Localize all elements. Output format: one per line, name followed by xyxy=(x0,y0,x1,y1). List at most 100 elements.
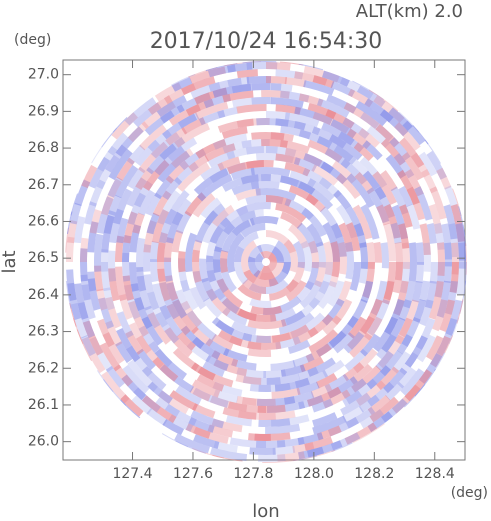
field-cell xyxy=(185,423,211,439)
field-cell xyxy=(108,268,120,302)
y-tick-label: 26.1 xyxy=(28,397,59,413)
field-cell xyxy=(419,280,430,302)
field-cell xyxy=(377,334,405,369)
field-cell xyxy=(448,223,459,258)
field-cell xyxy=(134,297,153,330)
field-cell xyxy=(192,193,216,218)
field-cell xyxy=(171,229,184,253)
field-cell xyxy=(105,320,123,347)
field-cell xyxy=(205,354,229,372)
field-cell xyxy=(245,146,278,155)
field-cell xyxy=(184,192,207,217)
field-cell xyxy=(408,242,417,282)
field-cell xyxy=(322,70,350,87)
field-cell xyxy=(136,237,146,272)
field-cell xyxy=(261,90,290,99)
field-cell xyxy=(398,299,420,338)
field-cell xyxy=(108,250,117,282)
field-cell xyxy=(189,66,226,84)
field-cell xyxy=(142,244,152,272)
field-cell xyxy=(202,361,225,378)
field-cell xyxy=(217,329,243,347)
field-cell xyxy=(356,380,386,407)
field-cell xyxy=(436,280,451,318)
field-cell xyxy=(385,381,405,401)
field-cell xyxy=(441,223,452,260)
field-cell xyxy=(373,241,382,263)
field-cell xyxy=(205,255,217,283)
field-cell xyxy=(289,170,317,188)
field-cell xyxy=(180,325,205,349)
field-cell xyxy=(258,410,296,421)
field-cell xyxy=(121,374,147,401)
field-cell xyxy=(444,242,452,267)
field-cell xyxy=(439,299,456,333)
field-cell xyxy=(236,396,257,406)
field-cell xyxy=(331,160,357,184)
field-cell xyxy=(280,125,312,140)
field-cell xyxy=(327,417,359,437)
field-cell xyxy=(404,369,433,402)
field-cell xyxy=(138,189,156,216)
field-cell xyxy=(136,267,147,292)
field-cell xyxy=(343,331,365,354)
field-cell xyxy=(358,394,380,413)
field-cell xyxy=(270,360,296,371)
field-cell xyxy=(87,278,101,311)
field-cell xyxy=(353,142,374,162)
field-cell xyxy=(141,395,177,424)
field-cell xyxy=(213,246,223,274)
field-cell xyxy=(280,364,306,377)
field-cell xyxy=(191,403,216,419)
field-cell xyxy=(67,282,82,321)
field-cell xyxy=(248,256,261,278)
field-cell xyxy=(247,348,272,358)
field-cell xyxy=(455,222,466,261)
field-cell xyxy=(159,304,183,337)
field-cell xyxy=(157,390,189,415)
field-cell xyxy=(398,299,412,321)
field-cell xyxy=(391,384,421,414)
field-cell xyxy=(213,389,239,403)
field-cell xyxy=(214,222,236,253)
field-cell xyxy=(127,121,149,143)
field-cell xyxy=(278,312,315,335)
field-cell xyxy=(152,190,172,217)
field-cell xyxy=(375,350,394,371)
field-cell xyxy=(285,297,321,326)
field-cell xyxy=(222,139,252,154)
field-cell xyxy=(322,359,345,378)
field-cell xyxy=(330,119,357,139)
field-cell xyxy=(298,129,333,149)
field-cell xyxy=(173,161,199,186)
field-cell xyxy=(338,131,365,153)
field-cell xyxy=(109,208,124,244)
field-cell xyxy=(144,305,161,329)
field-cell xyxy=(304,436,334,451)
field-cell xyxy=(136,348,156,371)
field-cell xyxy=(359,156,388,189)
field-cell xyxy=(298,446,325,460)
field-cell xyxy=(102,332,125,364)
field-cell xyxy=(223,348,248,363)
field-cell xyxy=(318,262,333,295)
y-tick-label: 26.3 xyxy=(28,324,59,340)
field-cell xyxy=(400,368,425,396)
x-unit: (deg) xyxy=(451,485,488,501)
field-cell xyxy=(111,112,139,140)
field-cell xyxy=(288,339,311,354)
field-cell xyxy=(303,80,335,96)
field-cell xyxy=(185,232,198,273)
field-cell xyxy=(250,181,280,190)
field-cell xyxy=(126,144,146,166)
field-cell xyxy=(126,177,147,207)
field-cell xyxy=(124,97,157,126)
field-cell xyxy=(169,390,199,411)
field-cell xyxy=(356,85,386,108)
field-cell xyxy=(333,189,351,210)
field-cell xyxy=(297,432,324,446)
y-axis-label: lat xyxy=(0,250,20,273)
field-cell xyxy=(304,262,319,291)
x-tick-label: 127.8 xyxy=(233,466,273,482)
field-cell xyxy=(194,210,219,244)
